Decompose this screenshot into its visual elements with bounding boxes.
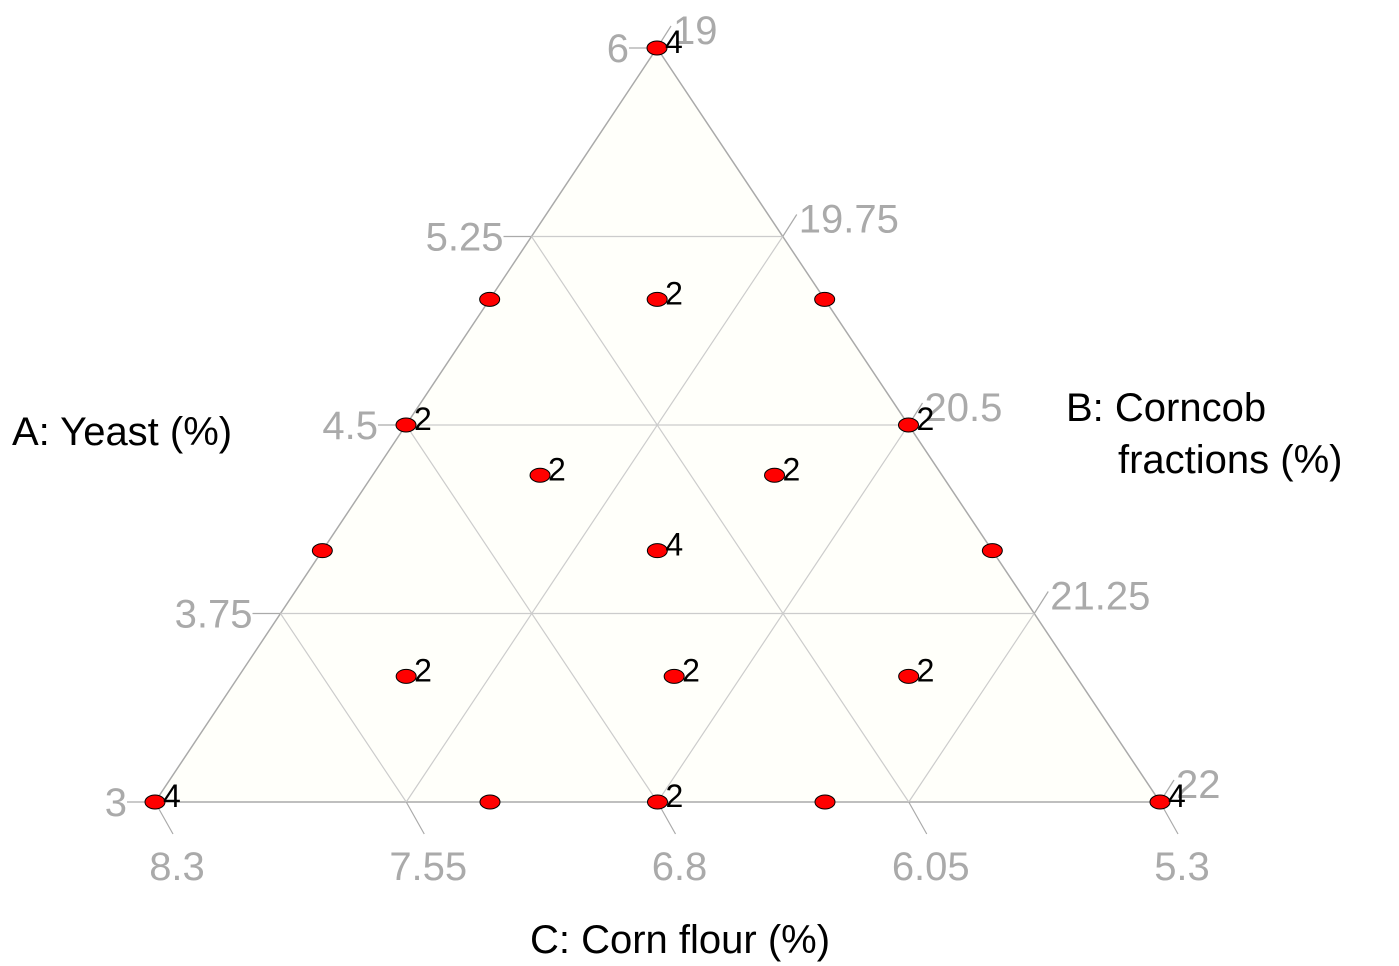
design-point xyxy=(764,467,786,483)
c-tick-label: 8.3 xyxy=(149,845,205,889)
design-point xyxy=(395,668,417,684)
replicate-label: 4 xyxy=(665,24,683,60)
replicate-label: 2 xyxy=(917,401,935,437)
design-point xyxy=(663,668,685,684)
replicate-label: 2 xyxy=(665,275,683,311)
design-point xyxy=(479,291,501,307)
design-point xyxy=(395,417,417,433)
design-point xyxy=(646,40,668,56)
replicate-label: 2 xyxy=(917,652,935,688)
b-tick-label: 22 xyxy=(1176,763,1221,807)
design-point xyxy=(311,543,333,559)
a-tick-label: 6 xyxy=(607,27,629,71)
b-tick-label: 20.5 xyxy=(925,386,1003,430)
design-point xyxy=(647,794,668,810)
tick-mark xyxy=(405,801,425,835)
grid-line xyxy=(531,236,910,803)
replicate-label: 4 xyxy=(1168,778,1186,814)
b-tick-label: 19 xyxy=(673,9,718,53)
design-point xyxy=(814,291,836,307)
c-tick-label: 6.8 xyxy=(652,845,708,889)
c-axis-title: C: Corn flour (%) xyxy=(529,918,831,962)
c-tick-label: 5.3 xyxy=(1154,845,1210,889)
grid-line xyxy=(405,236,784,803)
replicate-label: 2 xyxy=(783,451,801,487)
design-point xyxy=(898,417,919,433)
replicate-label: 4 xyxy=(665,527,683,563)
b-tick-label: 21.25 xyxy=(1050,575,1150,619)
b-axis-title: B: Corncob fractions (%) xyxy=(1066,386,1343,482)
design-point xyxy=(898,668,920,684)
a-tick-label: 3.75 xyxy=(175,593,253,637)
design-point xyxy=(981,543,1003,559)
replicate-label: 2 xyxy=(548,451,566,487)
b-tick-label: 19.75 xyxy=(799,198,899,242)
design-point xyxy=(646,543,668,559)
replicate-label: 2 xyxy=(414,401,432,437)
replicate-label: 2 xyxy=(682,652,700,688)
a-tick-label: 3 xyxy=(105,781,127,825)
grid-line xyxy=(908,613,1035,803)
c-tick-label: 7.55 xyxy=(389,845,467,889)
design-point xyxy=(646,291,668,307)
tick-mark xyxy=(782,214,798,237)
replicate-label: 4 xyxy=(163,778,181,814)
design-point xyxy=(144,794,166,810)
design-point xyxy=(529,467,551,483)
design-point xyxy=(1149,794,1171,810)
replicate-label: 2 xyxy=(414,652,432,688)
replicate-label: 2 xyxy=(666,778,684,814)
c-tick-label: 6.05 xyxy=(892,845,970,889)
tick-mark xyxy=(1033,591,1049,614)
design-point xyxy=(479,794,501,810)
a-tick-label: 4.5 xyxy=(322,404,378,448)
design-point xyxy=(814,794,836,810)
tick-mark xyxy=(908,801,928,835)
a-tick-label: 5.25 xyxy=(426,216,504,260)
a-axis-title: A: Yeast (%) xyxy=(12,410,233,454)
grid-line xyxy=(280,613,407,803)
grid-line xyxy=(405,424,658,803)
